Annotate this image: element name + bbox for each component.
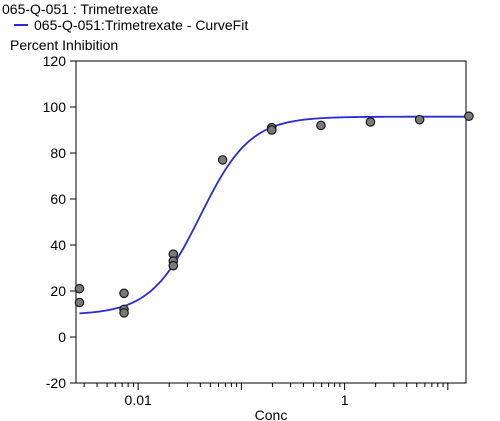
data-point (365, 117, 376, 127)
y-tick-label: -20 (46, 375, 66, 391)
data-point (119, 308, 129, 318)
y-tick-label: 0 (58, 329, 66, 345)
data-point (464, 111, 474, 121)
data-point (217, 155, 228, 165)
x-axis-label: Conc (255, 407, 288, 421)
legend-entry-data: 065-Q-051 : Trimetrexate (2, 1, 158, 17)
y-axis-label: Percent Inhibition (10, 37, 119, 53)
data-point (168, 260, 179, 271)
data-point (266, 125, 277, 135)
fit-curve-line (79, 115, 469, 315)
legend-entry-curvefit: 065-Q-051:Trimetrexate - CurveFit (14, 17, 248, 33)
x-tick-label: 1 (341, 392, 349, 408)
legend-label-curvefit: 065-Q-051:Trimetrexate - CurveFit (34, 17, 249, 33)
data-point (316, 120, 326, 131)
plot-frame (75, 60, 467, 384)
y-tick-label: 120 (43, 53, 67, 69)
y-tick-label: 20 (50, 283, 66, 299)
legend-line-swatch (14, 24, 28, 26)
data-point (74, 297, 85, 308)
data-point (74, 283, 85, 294)
x-tick-label: 0.01 (125, 392, 152, 408)
data-point (414, 114, 425, 125)
y-tick-label: 100 (43, 99, 67, 115)
y-tick-label: 60 (50, 191, 66, 207)
legend-label-data: 065-Q-051 : Trimetrexate (2, 1, 159, 17)
data-point (119, 288, 129, 299)
y-tick-label: 40 (50, 237, 66, 253)
y-tick-label: 80 (50, 145, 66, 161)
